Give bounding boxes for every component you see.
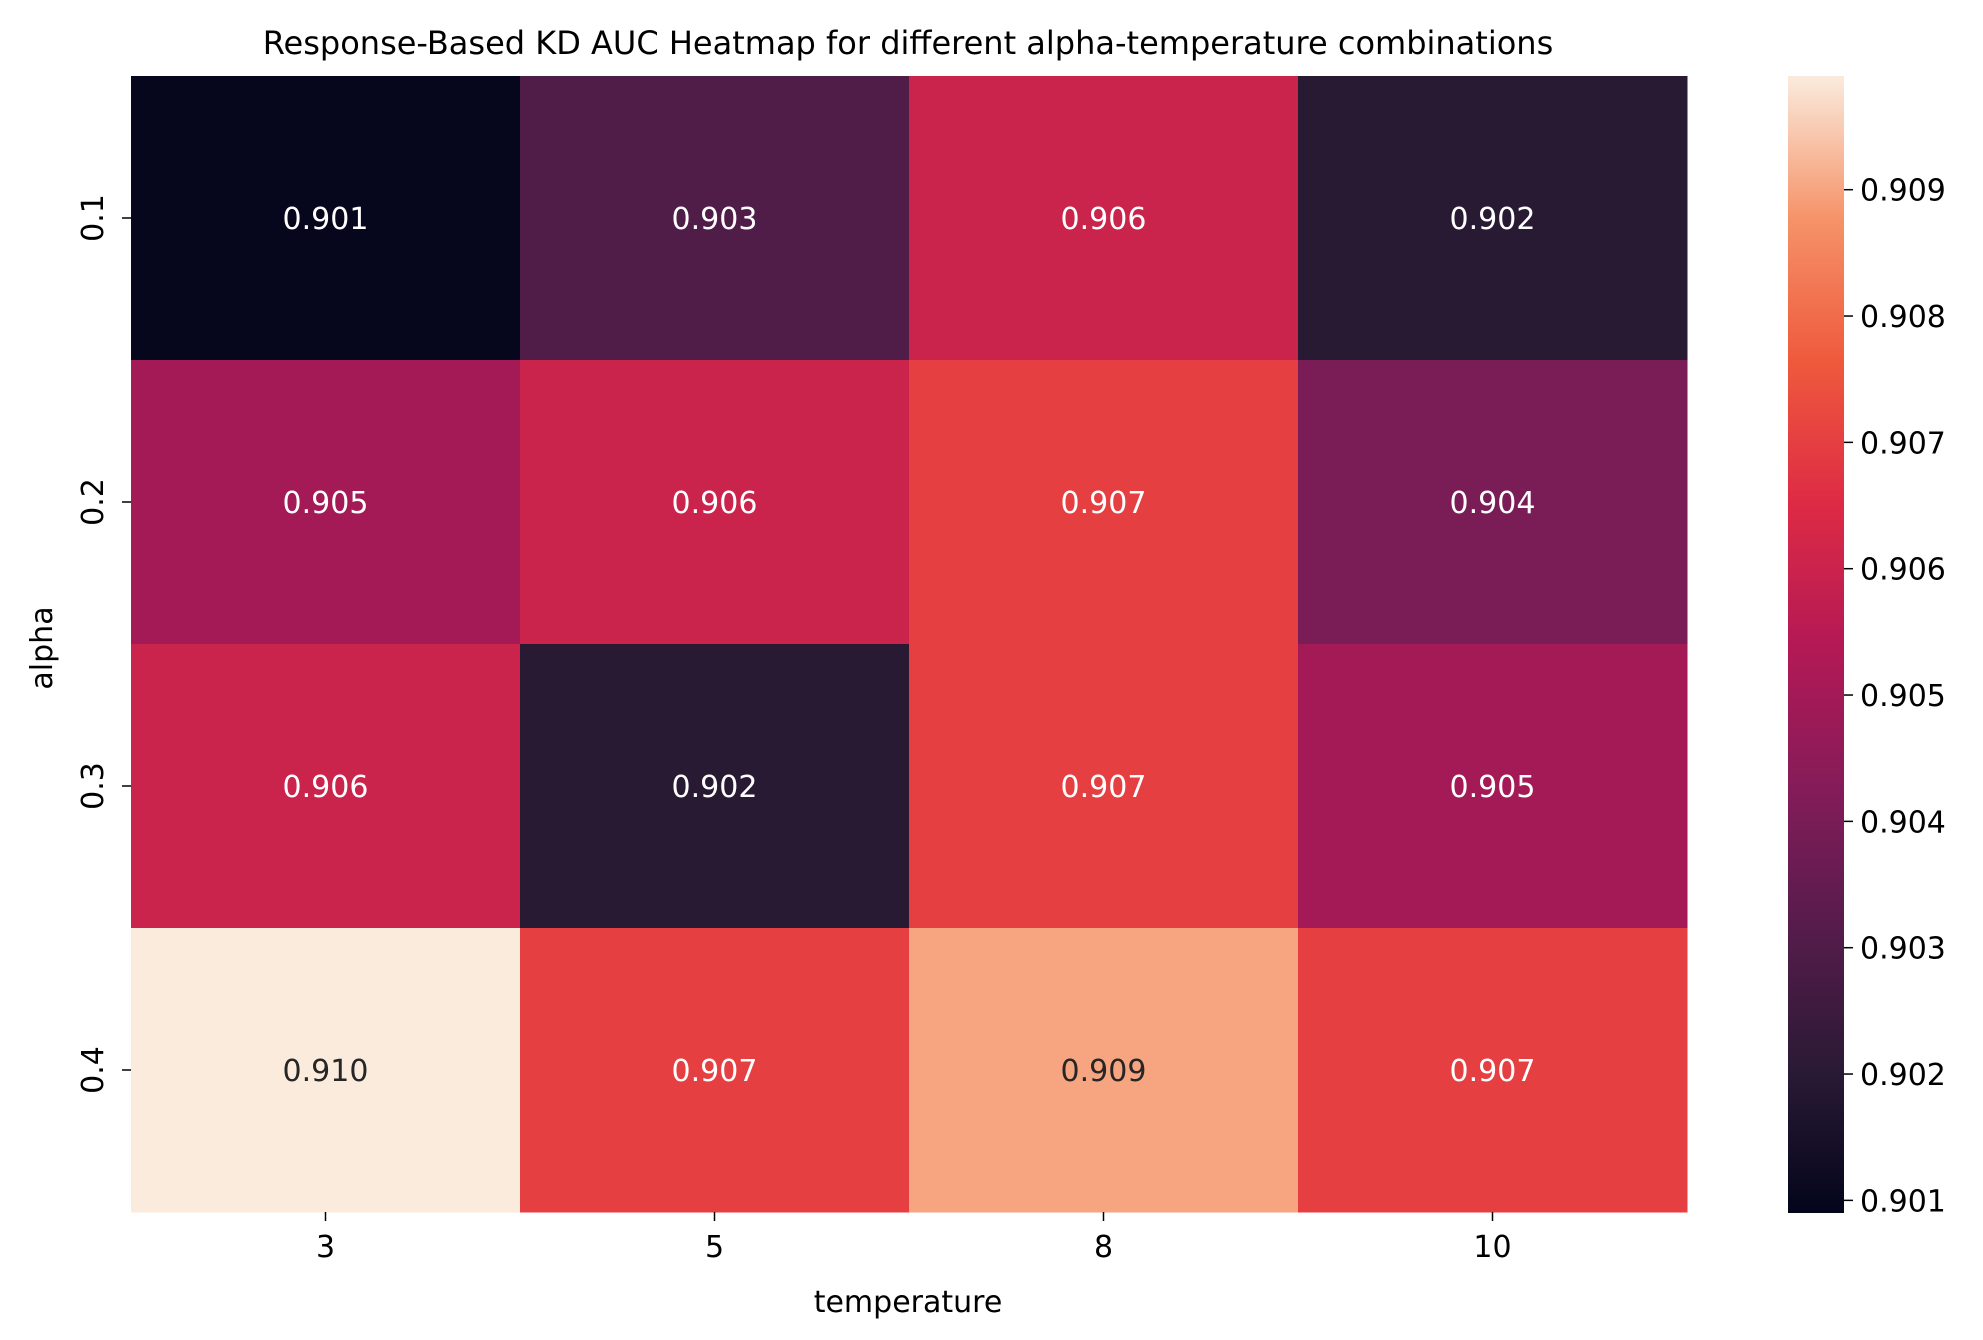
heatmap-cell: [131, 644, 521, 929]
heatmap-cell: [1298, 360, 1688, 645]
colorbar-tick-label: 0.906: [1860, 553, 1946, 588]
y-axis-label: alpha: [25, 606, 60, 689]
y-axis-ticks: 0.1 0.2 0.3 0.4: [76, 194, 131, 1094]
x-tick-label: 8: [1094, 1230, 1113, 1265]
heatmap-cell: [520, 928, 910, 1213]
heatmap-cells: [131, 76, 1688, 1213]
heatmap-cell: [1298, 76, 1688, 361]
heatmap-cell-label: 0.905: [283, 486, 369, 521]
heatmap-cell-label: 0.905: [1450, 770, 1536, 805]
heatmap-cell-label: 0.907: [672, 1054, 758, 1089]
colorbar-tick-label: 0.908: [1860, 300, 1946, 335]
heatmap-cell: [909, 644, 1299, 929]
heatmap-cell: [131, 928, 521, 1213]
x-tick-label: 5: [705, 1230, 724, 1265]
heatmap-cell-label: 0.904: [1450, 486, 1536, 521]
colorbar: 0.901 0.902 0.903 0.904 0.905 0.906 0.907 0.908…: [1788, 76, 1946, 1219]
heatmap-cell-label: 0.901: [283, 202, 369, 237]
x-axis-ticks: 3 5 8 10: [316, 1212, 1512, 1265]
heatmap-cell-labels: 0.901 0.903 0.906 0.902 0.905 0.906 0.907 0.904…: [283, 202, 1536, 1089]
heatmap-cell: [520, 76, 910, 361]
heatmap-cell-label: 0.902: [1450, 202, 1536, 237]
heatmap-cell: [520, 360, 910, 645]
heatmap-cell-label: 0.909: [1061, 1054, 1147, 1089]
heatmap-cell-label: 0.906: [283, 770, 369, 805]
heatmap-cell: [909, 360, 1299, 645]
y-tick-label: 0.4: [76, 1046, 111, 1094]
heatmap-cell: [909, 76, 1299, 361]
colorbar-tick-label: 0.902: [1860, 1058, 1946, 1093]
x-axis-label: temperature: [814, 1285, 1003, 1320]
y-tick-label: 0.1: [76, 194, 111, 242]
chart-title: Response-Based KD AUC Heatmap for differ…: [263, 24, 1554, 62]
x-tick-label: 3: [316, 1230, 335, 1265]
colorbar-tick-label: 0.903: [1860, 932, 1946, 967]
y-tick-label: 0.2: [76, 478, 111, 526]
heatmap-cell-label: 0.907: [1061, 770, 1147, 805]
heatmap-cell: [1298, 928, 1688, 1213]
colorbar-ticks: 0.901 0.902 0.903 0.904 0.905 0.906 0.907 0.908…: [1844, 174, 1946, 1219]
heatmap-cell: [131, 360, 521, 645]
colorbar-tick-label: 0.904: [1860, 805, 1946, 840]
heatmap-cell-label: 0.906: [1061, 202, 1147, 237]
heatmap-cell: [131, 76, 521, 361]
colorbar-tick-label: 0.905: [1860, 679, 1946, 714]
heatmap-cell: [1298, 644, 1688, 929]
heatmap-cell-label: 0.902: [672, 770, 758, 805]
colorbar-tick-label: 0.909: [1860, 174, 1946, 209]
heatmap-cell-label: 0.906: [672, 486, 758, 521]
x-tick-label: 10: [1473, 1230, 1511, 1265]
y-tick-label: 0.3: [76, 762, 111, 810]
heatmap-cell-label: 0.907: [1061, 486, 1147, 521]
heatmap-cell-label: 0.910: [283, 1054, 369, 1089]
heatmap-cell: [520, 644, 910, 929]
colorbar-tick-label: 0.907: [1860, 426, 1946, 461]
colorbar-gradient: [1788, 76, 1844, 1213]
heatmap-cell: [909, 928, 1299, 1213]
heatmap-cell-label: 0.907: [1450, 1054, 1536, 1089]
colorbar-tick-label: 0.901: [1860, 1184, 1946, 1219]
heatmap-cell-label: 0.903: [672, 202, 758, 237]
